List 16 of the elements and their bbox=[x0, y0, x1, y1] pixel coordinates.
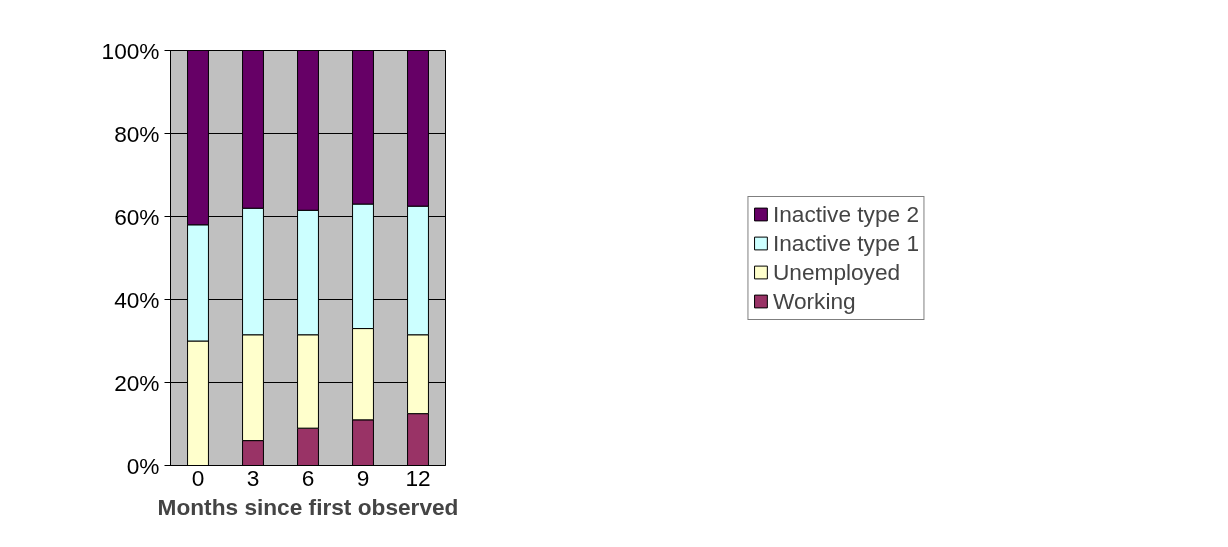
legend-label: Unemployed bbox=[772, 258, 901, 286]
y-tick-label: 0% bbox=[126, 452, 160, 479]
y-tick-label: 40% bbox=[114, 286, 160, 313]
x-tick-label: 3 bbox=[246, 464, 260, 491]
legend-label: Inactive type 1 bbox=[772, 229, 920, 257]
x-tick-label: 9 bbox=[356, 464, 370, 491]
y-tick-label: 100% bbox=[101, 37, 160, 64]
x-tick-label: 12 bbox=[405, 464, 431, 491]
legend-label: Working bbox=[772, 287, 856, 315]
x-tick-label: 6 bbox=[301, 464, 315, 491]
y-tick-label: 60% bbox=[114, 203, 160, 230]
x-axis-title: Months since first observed bbox=[157, 493, 459, 520]
x-tick-label: 0 bbox=[191, 464, 205, 491]
y-tick-label: 20% bbox=[114, 369, 160, 396]
legend-label: Inactive type 2 bbox=[772, 200, 920, 228]
y-tick-label: 80% bbox=[114, 120, 160, 147]
